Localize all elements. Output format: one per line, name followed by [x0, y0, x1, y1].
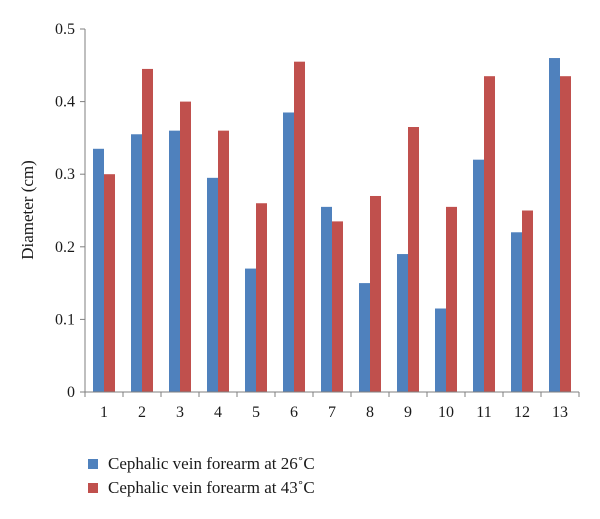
y-tick-label: 0.2 — [55, 239, 75, 256]
legend-swatch-43c — [88, 483, 98, 493]
y-axis-label: Diameter (cm) — [18, 160, 37, 260]
x-tick-label: 5 — [252, 404, 260, 421]
bar-43c-1 — [104, 174, 115, 392]
x-tick-label: 8 — [366, 404, 374, 421]
bar-26c-6 — [283, 112, 294, 393]
bar-26c-5 — [245, 268, 256, 392]
bar-26c-10 — [435, 308, 446, 392]
bar-26c-13 — [549, 58, 560, 392]
y-tick-label: 0 — [67, 384, 75, 401]
y-tick-label: 0.4 — [55, 94, 75, 111]
x-tick-label: 12 — [514, 404, 530, 421]
legend-swatch-26c — [88, 459, 98, 469]
legend-label-43c: Cephalic vein forearm at 43˚C — [108, 478, 315, 497]
x-tick-label: 9 — [404, 404, 412, 421]
x-ticks: 1 2 3 4 5 6 7 8 9 10 11 12 13 — [84, 392, 580, 421]
bar-43c-9 — [408, 127, 419, 392]
bar-43c-10 — [446, 206, 457, 392]
bar-43c-11 — [484, 76, 495, 392]
bar-26c-9 — [397, 254, 408, 392]
bar-43c-12 — [522, 210, 533, 392]
x-tick-label: 1 — [100, 404, 108, 421]
bar-26c-4 — [207, 177, 218, 392]
bar-26c-3 — [169, 130, 180, 392]
bar-43c-8 — [370, 195, 381, 392]
bar-26c-11 — [473, 159, 484, 392]
bar-26c-2 — [131, 134, 142, 392]
legend-item-26c: Cephalic vein forearm at 26˚C — [88, 452, 315, 476]
bar-43c-6 — [294, 61, 305, 393]
x-tick-label: 7 — [328, 404, 336, 421]
legend: Cephalic vein forearm at 26˚C Cephalic v… — [88, 452, 315, 500]
y-ticks: 0 0.1 0.2 0.3 0.4 0.5 — [55, 21, 85, 401]
bar-43c-3 — [180, 101, 191, 392]
x-tick-label: 10 — [438, 404, 454, 421]
legend-item-43c: Cephalic vein forearm at 43˚C — [88, 476, 315, 500]
x-tick-label: 13 — [552, 404, 568, 421]
y-tick-label: 0.5 — [55, 21, 75, 38]
bar-43c-2 — [142, 68, 153, 393]
bar-43c-7 — [332, 221, 343, 392]
bar-43c-4 — [218, 130, 229, 392]
x-tick-label: 6 — [290, 404, 298, 421]
bar-26c-7 — [321, 206, 332, 392]
bar-26c-12 — [511, 232, 522, 392]
bar-43c-5 — [256, 203, 267, 392]
y-tick-label: 0.3 — [55, 166, 75, 183]
x-tick-label: 11 — [476, 404, 491, 421]
legend-label-26c: Cephalic vein forearm at 26˚C — [108, 454, 315, 473]
x-tick-label: 3 — [176, 404, 184, 421]
x-tick-label: 4 — [214, 404, 222, 421]
bar-26c-1 — [93, 148, 104, 392]
bar-26c-8 — [359, 283, 370, 392]
bar-43c-13 — [560, 76, 571, 392]
bars-group — [93, 58, 571, 393]
y-tick-label: 0.1 — [55, 311, 75, 328]
x-tick-label: 2 — [138, 404, 146, 421]
